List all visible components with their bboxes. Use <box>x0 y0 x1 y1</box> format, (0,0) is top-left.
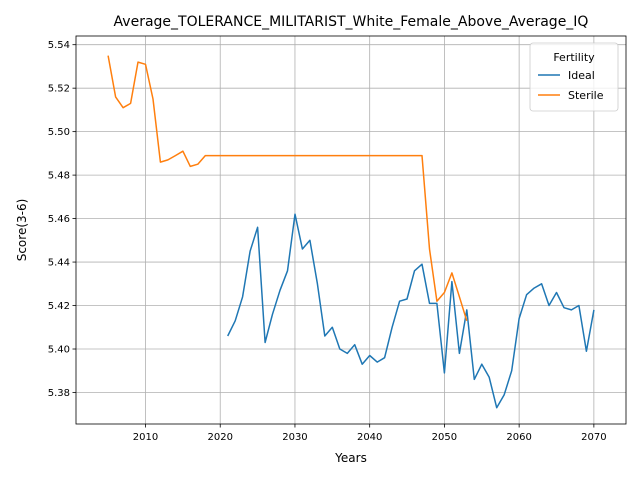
y-tick-label: 5.38 <box>48 388 70 399</box>
y-axis-label: Score(3-6) <box>15 199 29 262</box>
chart-title: Average_TOLERANCE_MILITARIST_White_Femal… <box>114 14 589 30</box>
y-tick-label: 5.52 <box>48 84 70 95</box>
x-tick-label: 2010 <box>133 432 158 443</box>
y-tick-label: 5.40 <box>48 345 70 356</box>
series-lines <box>107 55 595 409</box>
y-tick-label: 5.48 <box>48 171 70 182</box>
legend-label-ideal: Ideal <box>568 69 595 82</box>
y-tick-label: 5.42 <box>48 301 70 312</box>
plot-area-frame <box>75 35 627 425</box>
y-axis-ticks: 5.38 5.40 5.42 5.44 5.46 5.48 5.50 5.52 5.54 <box>48 40 76 399</box>
series-line-sterile <box>107 55 468 322</box>
legend-box <box>529 42 619 112</box>
x-axis-label: Years <box>334 451 367 465</box>
legend-title: Fertility <box>553 51 595 64</box>
x-tick-label: 2050 <box>432 432 457 443</box>
y-tick-label: 5.46 <box>48 214 70 225</box>
x-tick-label: 2030 <box>282 432 307 443</box>
y-tick-label: 5.50 <box>48 127 70 138</box>
x-axis-ticks: 2010 2020 2030 2040 2050 2060 2070 <box>133 424 607 443</box>
x-tick-label: 2040 <box>357 432 382 443</box>
legend-label-sterile: Sterile <box>568 89 604 102</box>
y-tick-label: 5.44 <box>48 258 70 269</box>
gridlines <box>76 36 626 424</box>
x-tick-label: 2020 <box>207 432 232 443</box>
legend: Fertility Ideal Sterile <box>529 42 619 112</box>
series-line-ideal <box>227 213 595 409</box>
y-tick-label: 5.54 <box>48 40 70 51</box>
x-tick-label: 2060 <box>506 432 531 443</box>
x-tick-label: 2070 <box>581 432 606 443</box>
